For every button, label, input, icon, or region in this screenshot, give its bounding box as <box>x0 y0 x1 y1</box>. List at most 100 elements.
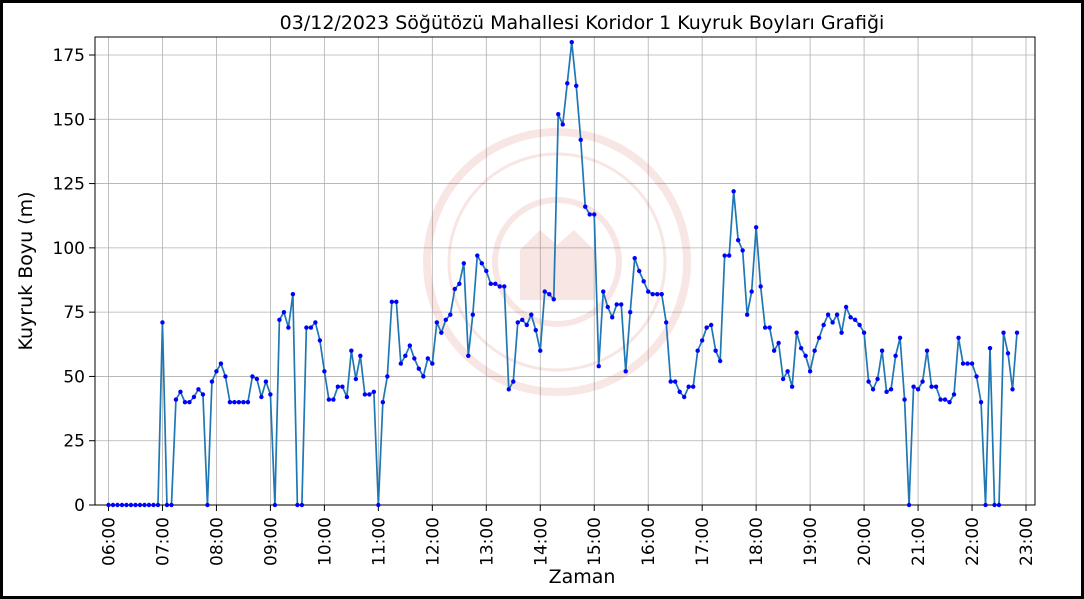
data-point <box>875 376 880 382</box>
data-point <box>344 394 350 400</box>
data-point <box>173 397 179 402</box>
data-point <box>915 387 921 392</box>
data-point <box>232 399 237 405</box>
data-point <box>547 291 552 297</box>
data-point <box>893 353 898 359</box>
data-point <box>942 397 948 402</box>
data-point <box>902 397 907 402</box>
y-tick-label: 175 <box>53 46 85 66</box>
chart-title: 03/12/2023 Söğütözü Mahallesi Koridor 1 … <box>280 12 885 34</box>
data-point <box>425 356 431 361</box>
data-point <box>511 379 516 384</box>
data-point <box>866 379 871 384</box>
data-point <box>807 369 813 374</box>
data-point <box>664 320 669 325</box>
data-point <box>538 348 543 353</box>
data-point <box>1005 351 1011 356</box>
data-point <box>762 325 768 330</box>
data-point <box>160 320 165 325</box>
data-point <box>299 502 305 508</box>
data-point <box>124 502 129 508</box>
data-point <box>254 376 260 382</box>
data-point <box>623 369 628 374</box>
data-point <box>565 81 570 86</box>
data-point <box>726 253 732 258</box>
y-tick-label: 0 <box>74 496 85 516</box>
data-point <box>843 304 849 310</box>
data-point <box>933 384 939 389</box>
data-point <box>191 394 197 400</box>
data-point <box>848 315 853 320</box>
data-point <box>812 348 817 353</box>
data-point <box>947 399 952 405</box>
y-axis-label: Kuyruk Boyu (m) <box>15 191 37 350</box>
data-point <box>376 502 381 508</box>
data-point <box>164 502 170 508</box>
x-tick-label: 07:00 <box>153 517 173 566</box>
data-point <box>448 312 453 317</box>
data-point <box>218 361 224 366</box>
data-point <box>196 387 201 392</box>
data-point <box>263 379 269 384</box>
data-point <box>785 369 790 374</box>
data-point <box>578 137 583 143</box>
data-point <box>421 374 426 379</box>
data-point <box>587 212 592 217</box>
data-point <box>628 309 633 315</box>
data-point <box>861 330 867 335</box>
data-point <box>182 399 188 405</box>
data-series <box>106 39 1020 508</box>
x-tick-label: 21:00 <box>909 517 929 566</box>
data-point <box>412 356 417 361</box>
data-point <box>475 253 480 258</box>
x-axis-label: Zaman <box>549 566 616 588</box>
data-point <box>340 384 345 389</box>
data-point <box>236 399 242 405</box>
x-tick-label: 15:00 <box>585 517 605 566</box>
data-point <box>569 39 574 45</box>
data-point <box>551 297 556 302</box>
data-point <box>704 325 709 330</box>
data-point <box>735 237 741 243</box>
data-point <box>317 338 323 343</box>
data-point <box>506 387 511 392</box>
data-point <box>614 302 619 307</box>
data-point <box>929 384 934 389</box>
x-tick-label: 14:00 <box>531 517 551 566</box>
data-point <box>245 399 251 405</box>
data-point <box>439 330 444 335</box>
data-point <box>515 320 520 325</box>
plot-area-border <box>94 36 1036 506</box>
data-point <box>106 502 111 508</box>
data-point <box>767 325 772 330</box>
data-point <box>839 330 844 335</box>
data-point <box>542 289 547 294</box>
data-point <box>574 83 579 89</box>
data-point <box>115 502 120 508</box>
data-point <box>286 325 291 330</box>
data-point <box>470 312 475 317</box>
data-point <box>137 502 143 508</box>
data-point <box>214 369 219 374</box>
data-point <box>672 379 678 384</box>
data-point <box>708 322 714 328</box>
data-point <box>619 302 624 307</box>
data-point <box>313 320 318 325</box>
data-point <box>884 389 889 395</box>
data-point <box>268 392 273 397</box>
data-point <box>529 312 534 317</box>
data-point <box>520 317 525 323</box>
data-point <box>601 289 606 294</box>
data-point <box>128 502 134 508</box>
data-point <box>789 384 795 389</box>
data-point <box>798 345 804 351</box>
data-point <box>646 289 651 294</box>
data-point <box>385 374 390 379</box>
data-point <box>825 312 831 317</box>
x-tick-label: 12:00 <box>423 517 443 566</box>
data-point <box>146 502 152 508</box>
data-point <box>834 312 840 317</box>
data-point <box>731 189 736 194</box>
data-point <box>205 502 210 508</box>
